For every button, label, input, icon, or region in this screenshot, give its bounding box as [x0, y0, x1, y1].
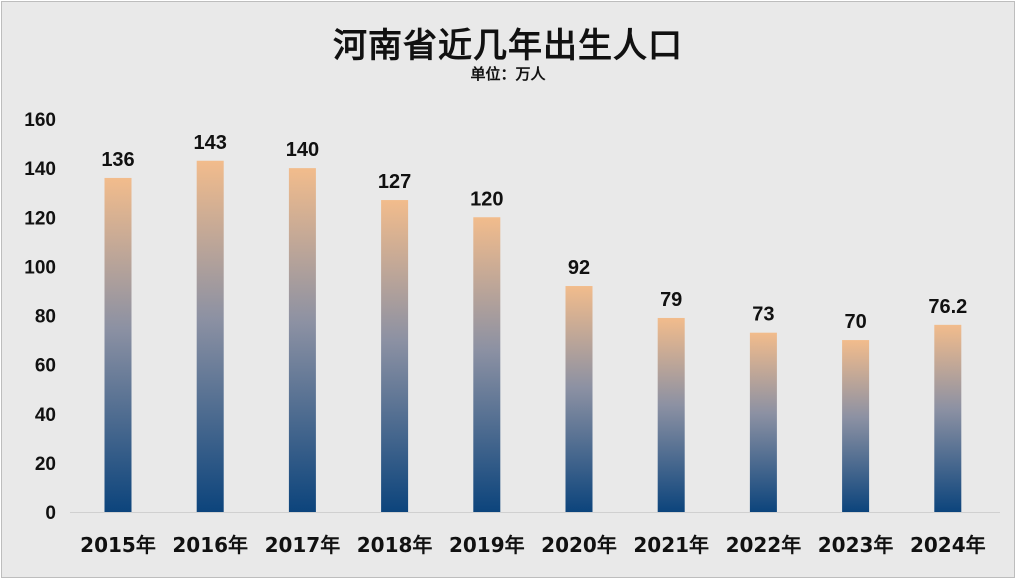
y-tick-label: 20: [35, 454, 56, 475]
x-category-label: 2023年: [818, 533, 894, 557]
data-label: 76.2: [928, 296, 967, 318]
bar: [381, 200, 409, 512]
x-category-label: 2017年: [265, 533, 341, 557]
x-category-label: 2019年: [449, 533, 525, 557]
bars: [104, 160, 962, 512]
y-tick-label: 120: [24, 208, 56, 229]
y-tick-label: 160: [24, 110, 56, 131]
x-axis: 2015年 2016年 2017年 2018年 2019年 2020年 2021年 2022年…: [80, 533, 985, 557]
bar: [657, 317, 685, 512]
chart-subtitle: 单位：万人: [470, 65, 546, 83]
data-label: 136: [101, 149, 134, 171]
y-tick-label: 0: [45, 503, 56, 524]
y-tick-label: 100: [24, 257, 56, 278]
bar: [934, 324, 962, 512]
x-category-label: 2016年: [172, 533, 248, 557]
data-label: 140: [286, 139, 319, 161]
data-label: 70: [844, 311, 866, 333]
x-category-label: 2022年: [726, 533, 802, 557]
x-category-label: 2021年: [633, 533, 709, 557]
data-label: 79: [660, 289, 682, 311]
bar: [104, 177, 132, 512]
data-label: 92: [568, 257, 590, 279]
data-label: 127: [378, 171, 411, 193]
x-category-label: 2018年: [357, 533, 433, 557]
y-axis: 0 20 40 60 80 100 120 140 160: [24, 110, 56, 524]
y-tick-label: 80: [35, 307, 56, 328]
chart-title: 河南省近几年出生人口: [333, 26, 683, 66]
data-label: 143: [194, 132, 227, 154]
bar: [288, 168, 316, 512]
bar: [749, 332, 777, 512]
bar: [565, 286, 593, 512]
data-label: 73: [752, 304, 774, 326]
bar: [196, 160, 224, 512]
y-tick-label: 140: [24, 159, 56, 180]
data-labels: 136 143 140 127 120 92 79 73 70 76.2: [101, 132, 967, 333]
bar: [842, 340, 870, 512]
x-category-label: 2020年: [541, 533, 617, 557]
x-category-label: 2024年: [910, 533, 986, 557]
x-category-label: 2015年: [80, 533, 156, 557]
y-tick-label: 40: [35, 405, 56, 426]
data-label: 120: [470, 188, 503, 210]
bar: [473, 217, 501, 512]
y-tick-label: 60: [35, 356, 56, 377]
